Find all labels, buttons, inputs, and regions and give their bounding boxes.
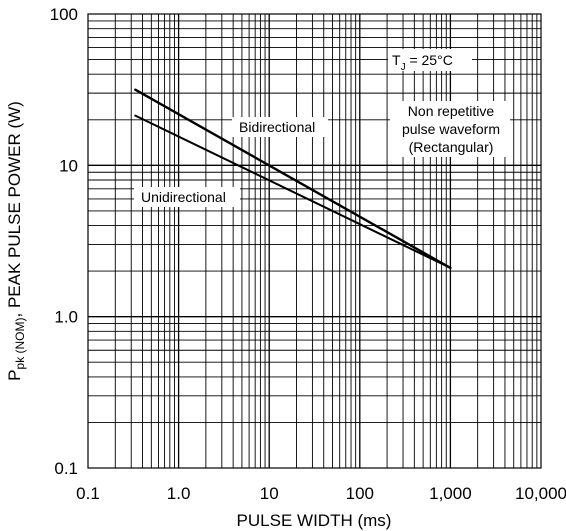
x-tick-label: 10,000 [515, 484, 566, 503]
temperature-subscript: J [401, 62, 406, 73]
tick-labels: 0.1 1.0 10 100 1,000 10,000 100 10 1.0 0.1 [50, 5, 566, 503]
x-tick-label: 10 [260, 484, 279, 503]
x-tick-label: 1,000 [429, 484, 472, 503]
unidirectional-label: Unidirectional [141, 189, 226, 205]
temperature-annotation: TJ = 25°C [388, 49, 472, 73]
bidirectional-label-group: Bidirectional [232, 117, 328, 137]
waveform-annotation-box [390, 101, 510, 157]
y-axis-title-main: P [5, 369, 24, 380]
waveform-annotation: Non repetitive pulse waveform (Rectangul… [390, 101, 510, 157]
y-tick-label: 1.0 [54, 308, 78, 327]
waveform-line-3: (Rectangular) [409, 139, 494, 155]
x-axis-title: PULSE WIDTH (ms) [237, 511, 392, 530]
unidirectional-label-box [134, 187, 240, 207]
temperature-annotation-box [388, 49, 472, 71]
waveform-line-2: pulse waveform [402, 121, 500, 137]
grid-lines [88, 14, 541, 468]
y-axis-title-subscript: pk (NOM) [13, 317, 27, 369]
bidirectional-line [134, 88, 452, 270]
y-tick-label: 0.1 [54, 459, 78, 478]
bidirectional-label-box [232, 117, 328, 137]
data-series [134, 88, 452, 270]
y-axis-title-rest: , PEAK PULSE POWER (W) [5, 101, 24, 317]
y-tick-label: 100 [50, 5, 78, 24]
y-axis-title: Ppk (NOM), PEAK PULSE POWER (W) [5, 101, 27, 381]
y-tick-label: 10 [59, 156, 78, 175]
temperature-symbol: T [392, 52, 401, 68]
temperature-value: = 25°C [406, 52, 453, 68]
x-tick-label: 100 [346, 484, 374, 503]
plot-frame [87, 13, 542, 469]
x-tick-label: 1.0 [167, 484, 191, 503]
waveform-line-1: Non repetitive [408, 103, 495, 119]
unidirectional-label-group: Unidirectional [134, 187, 240, 207]
svg-text:TJ = 25°C: TJ = 25°C [392, 52, 453, 73]
x-tick-label: 0.1 [76, 484, 100, 503]
unidirectional-line [134, 114, 452, 269]
bidirectional-label: Bidirectional [239, 119, 315, 135]
